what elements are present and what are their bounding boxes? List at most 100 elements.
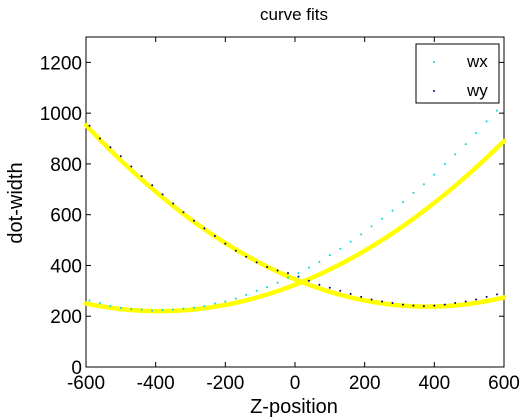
point-wy <box>213 235 216 237</box>
point-wx <box>496 109 498 112</box>
point-wx <box>151 309 154 312</box>
legend-label-wy: wy <box>466 81 488 100</box>
point-wx <box>475 132 478 134</box>
legend: wx wy <box>415 43 500 104</box>
point-wy <box>119 155 122 158</box>
point-wy <box>496 293 498 296</box>
chart-title: curve fits <box>260 5 328 24</box>
legend-marker-wx <box>433 61 435 63</box>
point-wy <box>287 272 289 275</box>
point-wy <box>391 302 394 304</box>
point-wx <box>349 240 352 243</box>
point-wy <box>328 286 331 289</box>
y-tick-label: 0 <box>71 358 82 379</box>
point-wy <box>151 184 154 187</box>
point-wx <box>485 120 488 123</box>
point-wy <box>109 146 112 149</box>
point-wy <box>88 124 91 127</box>
x-tick-label: 200 <box>349 373 381 394</box>
point-wy <box>182 211 185 214</box>
point-wy <box>172 202 175 205</box>
y-tick-label: 200 <box>50 307 82 328</box>
point-wx <box>381 217 384 220</box>
point-wy <box>464 300 467 303</box>
legend-marker-wy <box>433 90 435 92</box>
point-wy <box>422 305 425 308</box>
point-wy <box>454 302 457 304</box>
point-wx <box>391 209 394 212</box>
point-wx <box>182 307 185 310</box>
point-wy <box>381 300 384 303</box>
point-wy <box>140 175 143 178</box>
x-axis-label: Z-position <box>250 396 338 418</box>
point-wy <box>266 266 269 268</box>
point-wy <box>412 304 415 307</box>
point-wy <box>443 303 446 306</box>
point-wx <box>119 306 122 309</box>
point-wx <box>297 272 300 275</box>
point-wx <box>130 308 133 311</box>
point-wx <box>266 286 269 289</box>
point-wx <box>203 305 206 308</box>
point-wx <box>433 173 436 176</box>
point-wx <box>213 302 216 305</box>
point-wx <box>88 299 91 302</box>
point-wy <box>433 304 436 307</box>
fit-curve-wx <box>83 138 507 314</box>
point-wy <box>402 303 404 306</box>
point-wx <box>454 153 457 156</box>
point-wx <box>412 191 415 194</box>
point-wx <box>318 260 321 263</box>
point-wx <box>140 308 143 311</box>
point-wy <box>349 292 352 295</box>
point-wx <box>328 254 331 257</box>
point-wx <box>370 225 373 228</box>
point-wx <box>443 162 446 165</box>
y-axis-label: dot-width <box>5 162 27 243</box>
point-wx <box>276 281 279 284</box>
point-wy <box>276 269 279 272</box>
point-wx <box>422 183 425 186</box>
x-tick-label: 600 <box>488 373 520 394</box>
point-wy <box>98 137 101 140</box>
point-wy <box>370 298 373 301</box>
point-wy <box>161 193 164 196</box>
point-wx <box>109 305 112 308</box>
x-tick-label: 400 <box>418 373 450 394</box>
point-wx <box>245 293 248 296</box>
point-wx <box>464 143 467 146</box>
x-tick-label: -200 <box>206 373 244 394</box>
point-wx <box>307 266 310 269</box>
point-wy <box>224 242 227 245</box>
point-wx <box>402 201 404 203</box>
point-wx <box>234 297 237 300</box>
point-wx <box>339 247 342 250</box>
point-wx <box>172 308 175 311</box>
point-wx <box>255 289 258 292</box>
y-tick-label: 800 <box>50 155 82 176</box>
point-wy <box>193 219 195 222</box>
point-wy <box>234 249 237 252</box>
point-wx <box>287 276 289 279</box>
y-tick-label: 600 <box>50 206 82 227</box>
y-tick-label: 1200 <box>40 53 82 74</box>
axis-ticks: -600 -400 -200 0 200 400 600 0 200 400 600 800 1000 1… <box>40 37 520 394</box>
y-tick-label: 400 <box>50 256 82 277</box>
x-tick-label: 0 <box>290 373 301 394</box>
point-wy <box>255 261 258 264</box>
point-wy <box>485 295 488 298</box>
point-wx <box>360 233 363 236</box>
point-wx <box>193 306 195 309</box>
y-tick-label: 1000 <box>40 104 82 125</box>
point-wx <box>98 302 101 304</box>
point-wy <box>307 279 310 282</box>
x-tick-label: -600 <box>67 373 105 394</box>
point-wy <box>130 165 133 168</box>
legend-box <box>415 43 500 104</box>
point-wy <box>245 255 248 258</box>
point-wx <box>224 300 227 303</box>
point-wy <box>339 289 342 292</box>
x-tick-label: -400 <box>137 373 175 394</box>
data-marks <box>83 109 507 314</box>
